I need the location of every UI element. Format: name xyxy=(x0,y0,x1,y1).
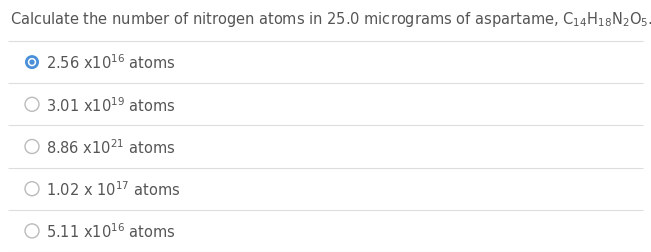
Circle shape xyxy=(25,140,39,154)
Circle shape xyxy=(25,182,39,196)
Circle shape xyxy=(28,59,36,67)
Text: 1.02 x 10$^{17}$ atoms: 1.02 x 10$^{17}$ atoms xyxy=(46,180,180,198)
Text: 3.01 x10$^{19}$ atoms: 3.01 x10$^{19}$ atoms xyxy=(46,96,176,114)
Text: 8.86 x10$^{21}$ atoms: 8.86 x10$^{21}$ atoms xyxy=(46,138,175,156)
Text: 2.56 x10$^{16}$ atoms: 2.56 x10$^{16}$ atoms xyxy=(46,53,176,72)
Text: 5.11 x10$^{16}$ atoms: 5.11 x10$^{16}$ atoms xyxy=(46,222,176,240)
Text: Calculate the number of nitrogen atoms in 25.0 micrograms of aspartame, C$_{14}$: Calculate the number of nitrogen atoms i… xyxy=(10,10,651,29)
Circle shape xyxy=(29,60,35,66)
Circle shape xyxy=(25,56,39,70)
Circle shape xyxy=(25,224,39,238)
Circle shape xyxy=(25,98,39,112)
